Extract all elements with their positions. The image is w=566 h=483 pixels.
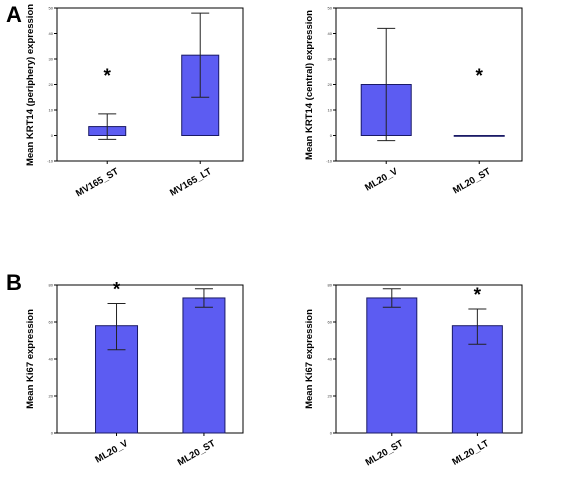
chart-4-bar-1 [366,297,418,434]
chart-2-ytick-label: 0 [330,133,333,138]
chart-4-ytick-label: 0 [330,431,333,436]
chart-1-ytick-label: 40 [49,31,54,36]
chart-4-category-label-2: ML20_LT [450,438,491,468]
chart-2-ylabel: Mean KRT14 (central) expression [304,10,315,160]
chart-1-category-label-1: MV165_ST [74,166,121,199]
chart-3-bar-2 [182,297,226,434]
chart-3-ytick-label: 40 [49,357,54,362]
chart-1-ytick-label: 30 [49,57,54,62]
chart-4-category-label-1: ML20_ST [364,438,406,468]
chart-1-ytick-label: 10 [49,108,54,113]
chart-2-category-label-1: ML20_V [363,166,400,194]
chart-3-ylabel: Mean Ki67 expression [25,309,36,409]
chart-4-ytick-label: 80 [328,283,333,288]
chart-4-significance-star: * [474,285,482,306]
chart-3-category-label-2: ML20_ST [176,438,218,468]
chart-1-ytick-label: 50 [49,6,54,11]
panel-letter-a: A [6,2,22,27]
chart-3-ytick-label: 60 [49,320,54,325]
chart-2-ytick-label: 20 [328,82,333,87]
chart-1-ytick-label: 20 [49,82,54,87]
chart-2-ytick-label: 40 [328,31,333,36]
chart-2-ytick-label: -10 [326,159,333,164]
chart-3-ytick-label: 80 [49,283,54,288]
chart-1-significance-star: * [104,66,112,87]
chart-1-category-label-2: MV165_LT [168,166,214,199]
chart-2-bar-2 [453,135,505,137]
chart-3-significance-star: * [113,280,121,301]
chart-1-ytick-label: -10 [47,159,54,164]
chart-2-category-label-2: ML20_ST [451,166,493,196]
chart-3-ytick-label: 20 [49,394,54,399]
chart-1-ytick-label: 0 [51,133,54,138]
chart-2-ytick-label: 10 [328,108,333,113]
panel-letter-b: B [6,270,22,295]
chart-2-ytick-label: 30 [328,57,333,62]
chart-4-ytick-label: 40 [328,357,333,362]
chart-4-ylabel: Mean Ki67 expression [304,309,315,409]
chart-3-category-label-1: ML20_V [93,438,130,466]
chart-4-ytick-label: 20 [328,394,333,399]
chart-2-significance-star: * [476,66,484,87]
chart-3-ytick-label: 0 [51,431,54,436]
chart-1-ylabel: Mean KRT14 (periphery) expression [25,4,36,166]
chart-2-ytick-label: 50 [328,6,333,11]
chart-4-ytick-label: 60 [328,320,333,325]
